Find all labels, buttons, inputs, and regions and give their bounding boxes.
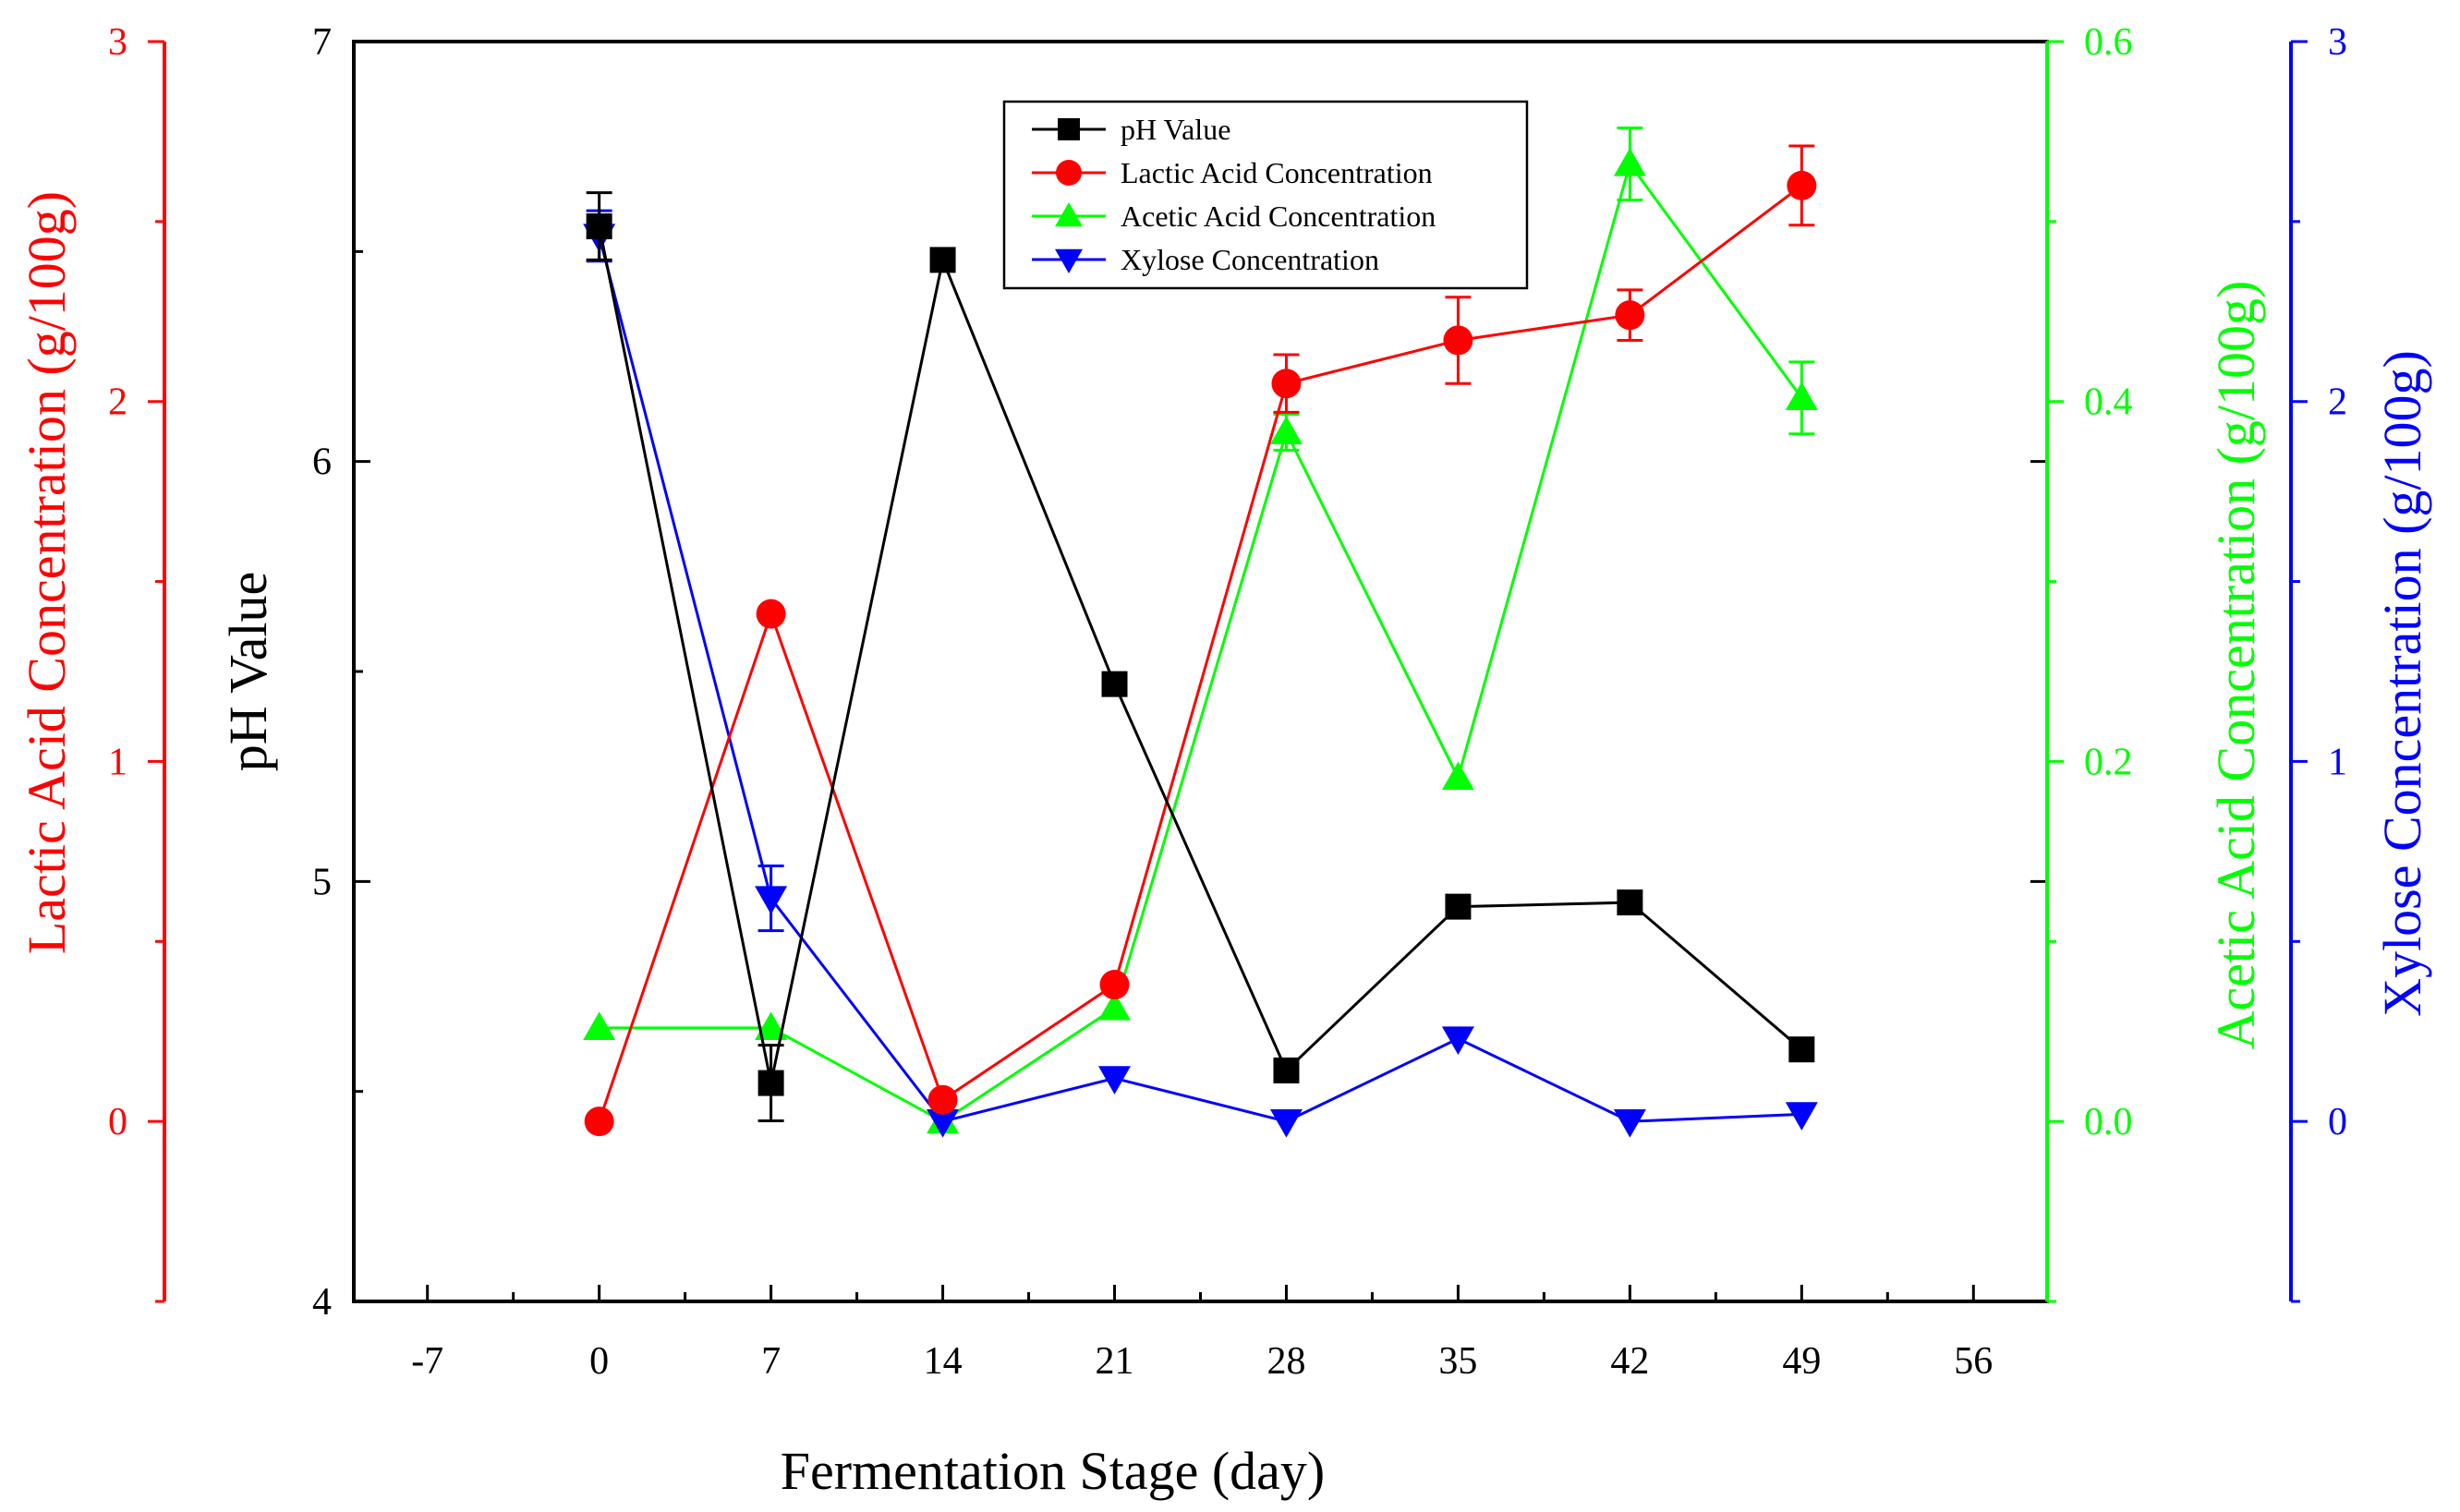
legend-marker: [1058, 118, 1080, 140]
x-tick-label: 49: [1782, 1340, 1821, 1383]
data-point: [1271, 369, 1302, 399]
lactic-tick-label: 1: [108, 741, 127, 783]
legend-label: pH Value: [1121, 113, 1230, 146]
data-point: [584, 1107, 614, 1137]
acetic-tick-label: 0.0: [2084, 1101, 2133, 1143]
ph-axis-title: pH Value: [218, 572, 278, 771]
xylose-tick-label: 1: [2328, 741, 2347, 783]
ph-axis: 4 5 6 7 pH Value: [218, 21, 2047, 1324]
data-point: [1617, 889, 1643, 916]
x-tick-label: -7: [411, 1340, 443, 1383]
data-point: [1098, 991, 1132, 1021]
xylose-axis: 0 1 2 3 Xylose Concentration (g/100g): [2289, 21, 2432, 1303]
data-point: [755, 886, 788, 915]
legend-item: pH Value: [1032, 113, 1230, 146]
xylose-tick-label: 3: [2328, 21, 2347, 64]
data-point: [583, 1011, 616, 1040]
acetic-acid-axis: 0.0 0.2 0.4 0.6 Acetic Acid Concentration (g…: [2045, 21, 2266, 1303]
legend-label: Lactic Acid Concentration: [1121, 156, 1433, 189]
data-point: [1615, 300, 1645, 331]
data-point: [1787, 170, 1817, 200]
x-tick-label: 35: [1438, 1340, 1477, 1383]
data-point: [1269, 1109, 1303, 1138]
x-tick-label: 42: [1610, 1340, 1649, 1383]
legend-box: [1002, 100, 1529, 290]
data-point: [1785, 381, 1818, 410]
x-tick-label: 14: [924, 1340, 963, 1383]
legend-item: Xylose Concentration: [1032, 243, 1379, 276]
legend-marker: [1055, 248, 1083, 273]
data-point: [1098, 1066, 1132, 1095]
xylose-tick-label: 2: [2328, 381, 2347, 424]
data-point: [927, 1109, 960, 1138]
series-xylose-concentration: [583, 209, 1818, 1138]
legend-label: Acetic Acid Concentration: [1121, 200, 1436, 233]
ph-tick-label: 4: [312, 1281, 332, 1324]
series-ph-value: [586, 191, 1815, 1122]
data-point: [756, 599, 786, 629]
lactic-tick-label: 2: [108, 381, 127, 424]
x-axis: -7 0 7 14 21 28 35 42 49 56 Fermentation Stage (da…: [411, 1285, 1993, 1501]
lactic-axis-title: Lactic Acid Concentration (g/100g): [17, 191, 77, 954]
data-point: [757, 1070, 784, 1096]
lactic-tick-label: 3: [108, 21, 127, 64]
series-line-xylose-concentration: [598, 236, 1802, 1123]
legend-item: Acetic Acid Concentration: [1032, 200, 1436, 233]
x-tick-label: 21: [1096, 1340, 1134, 1383]
x-axis-title: Fermentation Stage (day): [781, 1441, 1326, 1501]
data-point: [1613, 1109, 1646, 1138]
acetic-tick-label: 0.2: [2084, 741, 2133, 783]
x-tick-label: 0: [589, 1340, 609, 1383]
xylose-tick-label: 0: [2328, 1101, 2347, 1143]
data-point: [927, 1084, 958, 1115]
legend-item: Lactic Acid Concentration: [1032, 156, 1433, 189]
legend-label: Xylose Concentration: [1121, 243, 1379, 276]
acetic-axis-title: Acetic Acid Concentration (g/100g): [2206, 281, 2266, 1050]
data-point: [1441, 1026, 1474, 1056]
data-point: [1099, 970, 1130, 1000]
x-tick-label: 7: [761, 1340, 781, 1383]
data-point: [586, 213, 612, 240]
data-point: [1269, 416, 1303, 444]
legend-marker: [1056, 160, 1082, 186]
data-point: [1101, 671, 1128, 697]
ph-tick-label: 7: [312, 21, 332, 64]
series-lactic-acid-concentration: [584, 144, 1817, 1137]
data-point: [929, 247, 956, 273]
data-point: [1443, 325, 1473, 356]
xylose-axis-title: Xylose Concentration (g/100g): [2372, 350, 2432, 1017]
x-tick-label: 28: [1266, 1340, 1305, 1383]
data-point: [1788, 1036, 1815, 1063]
data-point: [1785, 1102, 1818, 1131]
lactic-tick-label: 0: [108, 1101, 127, 1143]
ph-tick-label: 6: [312, 442, 332, 484]
data-point: [1613, 148, 1646, 176]
legend-marker: [1055, 202, 1083, 227]
data-point: [755, 1011, 788, 1040]
data-point: [1441, 761, 1474, 791]
acetic-tick-label: 0.6: [2084, 21, 2133, 64]
acetic-tick-label: 0.4: [2084, 381, 2133, 424]
series-line-ph-value: [598, 225, 1803, 1083]
legend: pH Value Lactic Acid Concentration Acetic …: [1002, 100, 1529, 290]
data-point: [1273, 1057, 1300, 1083]
lactic-acid-axis: 0 1 2 3 Lactic Acid Concentration (g/100g): [17, 21, 166, 1303]
ph-tick-label: 5: [312, 861, 332, 903]
data-point: [1445, 893, 1472, 920]
series-line-acetic-acid-concentration: [599, 161, 1803, 1123]
x-tick-label: 56: [1954, 1340, 1993, 1383]
series-line-lactic-acid-concentration: [598, 184, 1803, 1122]
series-layer: [583, 127, 1818, 1138]
series-acetic-acid-concentration: [583, 127, 1818, 1134]
